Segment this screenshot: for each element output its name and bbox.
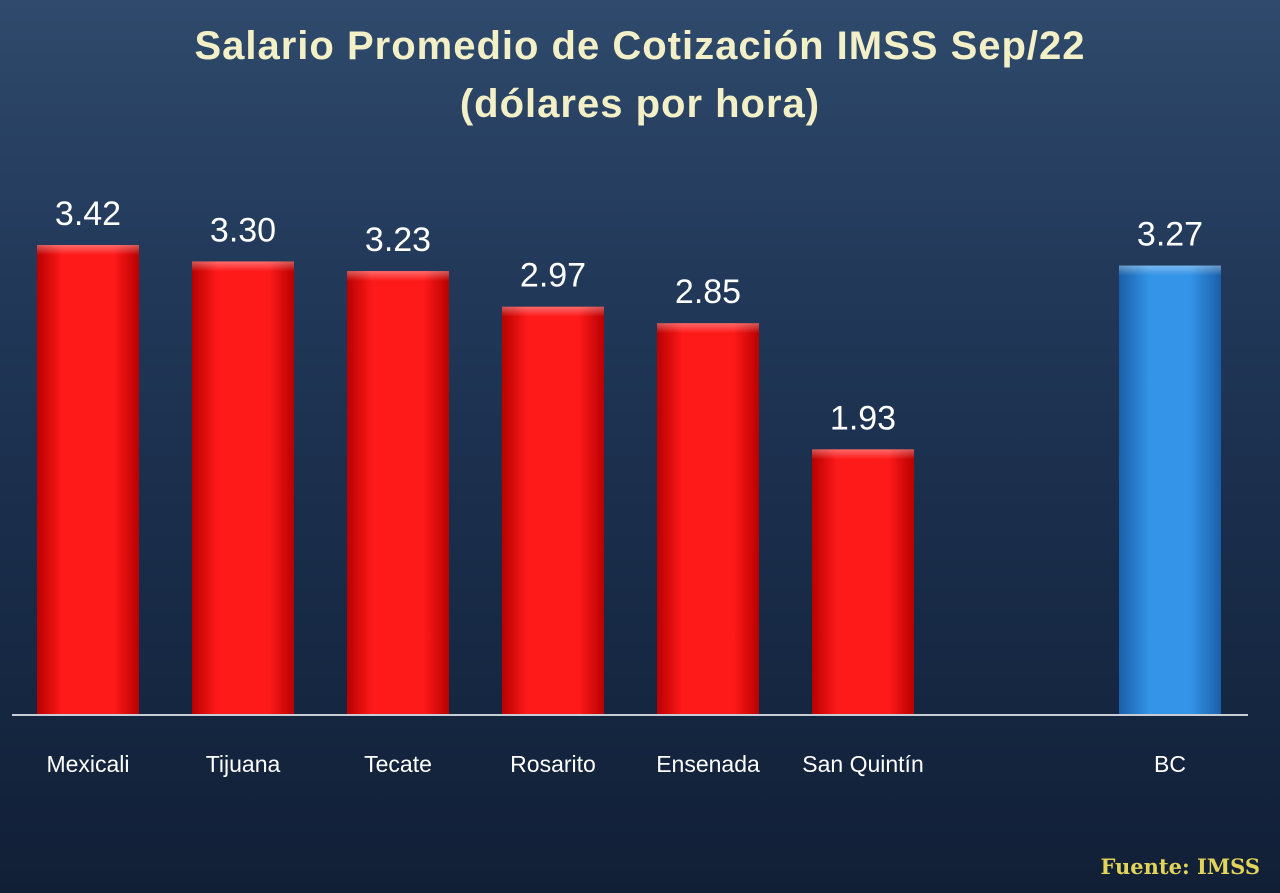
data-label: 3.23 bbox=[365, 221, 431, 259]
bar-highlight bbox=[192, 261, 294, 272]
bar-highlight bbox=[347, 271, 449, 282]
bar-rosarito bbox=[502, 306, 604, 714]
bar-mexicali bbox=[37, 245, 139, 714]
category-label: Mexicali bbox=[46, 751, 129, 777]
data-label: 2.85 bbox=[675, 273, 741, 311]
bar-ensenada bbox=[657, 323, 759, 714]
data-label: 3.27 bbox=[1137, 216, 1203, 254]
bar-highlight bbox=[812, 449, 914, 460]
bar-highlight bbox=[1119, 265, 1221, 276]
bar-bc bbox=[1119, 265, 1221, 714]
data-label: 3.42 bbox=[55, 195, 121, 233]
data-label: 2.97 bbox=[520, 257, 586, 295]
category-label: Tecate bbox=[364, 751, 432, 777]
category-label: Tijuana bbox=[206, 751, 281, 777]
data-label: 3.30 bbox=[210, 211, 276, 249]
chart-subtitle: (dólares por hora) bbox=[459, 82, 821, 126]
category-labels-group: Mexicali Tijuana Tecate Rosarito Ensenada San… bbox=[46, 751, 1186, 777]
bar-san-quintín bbox=[812, 449, 914, 714]
source-note: Fuente: IMSS bbox=[1100, 854, 1261, 879]
data-labels-group: 3.42 3.30 3.23 2.97 2.85 1.93 3.27 bbox=[55, 195, 1203, 437]
category-label: San Quintín bbox=[802, 751, 923, 777]
bar-highlight bbox=[37, 245, 139, 255]
bars-group bbox=[37, 245, 1221, 714]
bar-highlight bbox=[502, 306, 604, 317]
data-label: 1.93 bbox=[830, 399, 896, 437]
bar-highlight bbox=[657, 323, 759, 334]
chart-title: Salario Promedio de Cotización IMSS Sep/… bbox=[194, 24, 1086, 68]
bar-tecate bbox=[347, 271, 449, 714]
category-label: Rosarito bbox=[510, 751, 596, 777]
category-label: Ensenada bbox=[656, 751, 760, 777]
category-label: BC bbox=[1154, 751, 1186, 777]
bar-tijuana bbox=[192, 261, 294, 714]
